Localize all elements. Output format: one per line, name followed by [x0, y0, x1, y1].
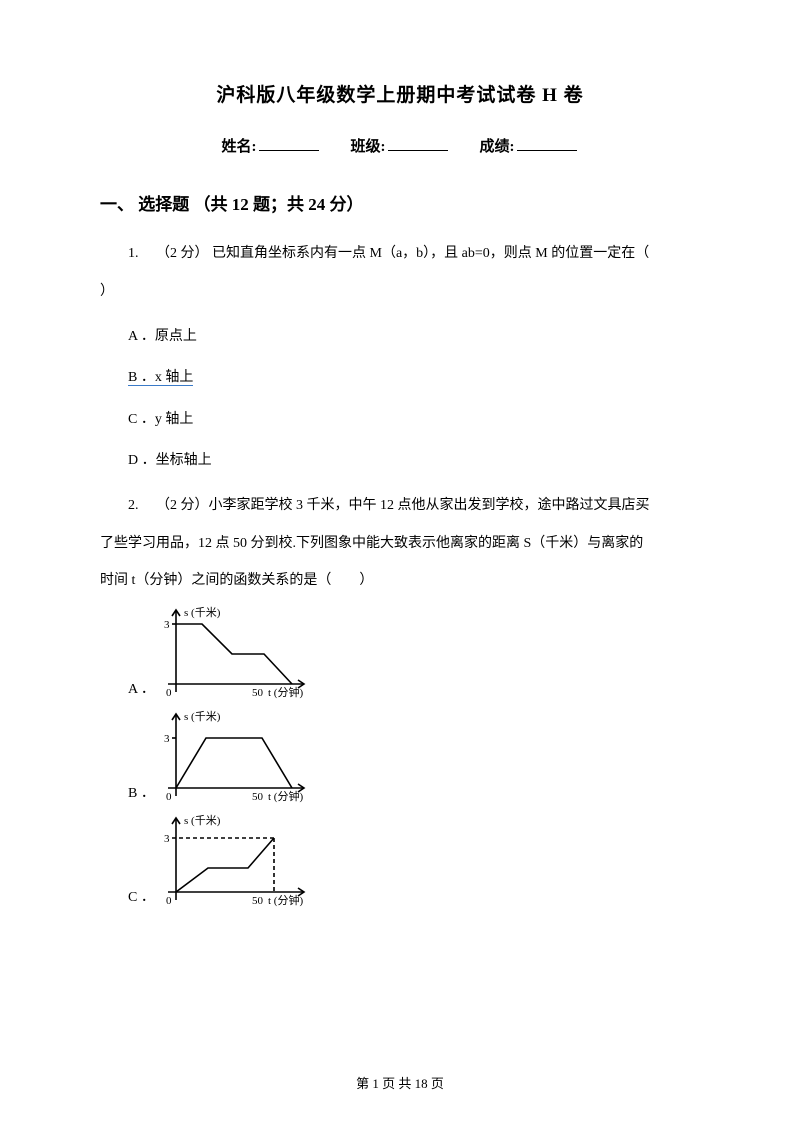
q2-body1: 小李家距学校 3 千米，中午 12 点他从家出发到学校，途中路过文具店买 — [209, 498, 650, 513]
graph-A: s (千米) 3 0 50 t (分钟) — [156, 602, 326, 702]
q2-text-line1: 2. （2 分）小李家距学校 3 千米，中午 12 点他从家出发到学校，途中路过… — [100, 489, 700, 523]
q1-options: A ．原点上 B ．x 轴上 C ．y 轴上 D ．坐标轴上 — [100, 324, 700, 473]
graph-B-xlabel: t (分钟) — [268, 789, 303, 803]
graph-B-line — [176, 738, 292, 788]
graph-B-xtick: 50 — [252, 791, 264, 803]
q2-opt-B-letter: B ． — [128, 782, 156, 806]
q1-num: 1. — [128, 246, 139, 261]
graph-C-origin: 0 — [166, 895, 172, 907]
name-label: 姓名: — [222, 139, 257, 155]
graph-C-line — [176, 838, 274, 892]
q1-opt-B: B ．x 轴上 — [128, 365, 700, 390]
q2-text-line3: 时间 t（分钟）之间的函数关系的是（ ） — [100, 564, 700, 598]
graph-A-origin: 0 — [166, 687, 172, 699]
q1-opt-D: D ．坐标轴上 — [128, 448, 700, 473]
q2-opt-A-letter: A ． — [128, 678, 156, 702]
graph-C: s (千米) 3 0 50 t (分钟) — [156, 810, 326, 910]
q2-points: （2 分） — [156, 498, 209, 513]
q2-text-line2: 了些学习用品，12 点 50 分到校.下列图象中能大致表示他离家的距离 S（千米… — [100, 527, 700, 561]
q1-text: 1. （2 分） 已知直角坐标系内有一点 M（a，b），且 ab=0，则点 M … — [100, 237, 700, 271]
q2-opt-A: A ． s (千米) 3 0 50 t (分钟) — [128, 602, 700, 702]
class-label: 班级: — [351, 139, 386, 155]
q1-body-a: 已知直角坐标系内有一点 M（a，b），且 ab=0，则点 M 的位置一定在（ — [212, 246, 649, 261]
q1-opt-A: A ．原点上 — [128, 324, 700, 349]
graph-A-xlabel: t (分钟) — [268, 685, 303, 699]
page-title: 沪科版八年级数学上册期中考试试卷 H 卷 — [100, 80, 700, 107]
q2-opt-C-letter: C ． — [128, 886, 156, 910]
student-info-line: 姓名: 班级: 成绩: — [100, 135, 700, 156]
graph-A-xtick: 50 — [252, 687, 264, 699]
q2-opt-C: C ． s (千米) 3 0 50 t (分钟) — [128, 810, 700, 910]
graph-B-ylabel: s (千米) — [184, 710, 221, 723]
graph-A-line — [176, 624, 292, 684]
graph-A-ylabel: s (千米) — [184, 606, 221, 619]
score-label: 成绩: — [480, 139, 515, 155]
graph-C-ylabel: s (千米) — [184, 814, 221, 827]
class-blank — [388, 136, 448, 151]
q1-opt-C: C ．y 轴上 — [128, 407, 700, 432]
graph-B-ytick: 3 — [164, 733, 170, 745]
q2-num: 2. — [128, 498, 139, 513]
score-blank — [517, 136, 577, 151]
graph-C-xlabel: t (分钟) — [268, 893, 303, 907]
section-1-heading: 一、 选择题 （共 12 题；共 24 分） — [100, 190, 700, 215]
graph-B-origin: 0 — [166, 791, 172, 803]
graph-C-xtick: 50 — [252, 895, 264, 907]
page-footer: 第 1 页 共 18 页 — [0, 1073, 800, 1092]
q1-opt-B-text: B ．x 轴上 — [128, 370, 193, 386]
name-blank — [259, 136, 319, 151]
q1-points: （2 分） — [156, 246, 209, 261]
graph-A-ytick: 3 — [164, 619, 170, 631]
q1-text-end: ） — [100, 275, 700, 309]
graph-B: s (千米) 3 0 50 t (分钟) — [156, 706, 326, 806]
graph-C-ytick: 3 — [164, 833, 170, 845]
q2-opt-B: B ． s (千米) 3 0 50 t (分钟) — [128, 706, 700, 806]
